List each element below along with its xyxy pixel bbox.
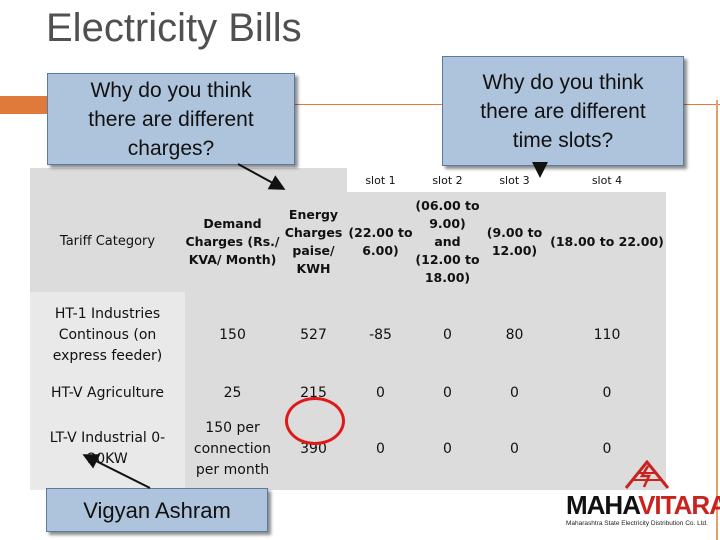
row-category: LT-V Industrial 0- 20KW [30,408,185,490]
slot-label: slot 2 [414,168,481,192]
slot-spacer [280,168,347,192]
slot-label: slot 4 [548,168,666,192]
callout-vigyan-ashram: Vigyan Ashram [46,488,268,532]
callout-time-slots: Why do you think there are different tim… [442,56,684,166]
callout-charges: Why do you think there are different cha… [47,73,295,165]
header-row: Tariff Category Demand Charges (Rs./ KVA… [30,192,666,292]
row-category: HT-1 Industries Continous (on express fe… [30,292,185,378]
tariff-table: slot 1 slot 2 slot 3 slot 4 Tariff Categ… [30,168,666,490]
logo-brand: MAHAVITARAN [566,490,720,520]
row-slot1: 0 [347,408,414,490]
row-demand: 150 per connection per month [185,408,280,490]
slot-spacer [30,168,185,192]
mahavitaran-logo: MAHAVITARAN Maharashtra State Electricit… [560,460,720,534]
table-row: HT-V Agriculture 25 215 0 0 0 0 [30,378,666,408]
header-demand-charges: Demand Charges (Rs./ KVA/ Month) [185,192,280,292]
accent-bar [0,96,48,114]
slide-title: Electricity Bills [46,6,302,50]
logo-subtitle: Maharashtra State Electricity Distributi… [566,520,708,527]
row-demand: 25 [185,378,280,408]
slot-label: slot 1 [347,168,414,192]
accent-line [48,104,720,105]
row-slot2: 0 [414,378,481,408]
slot-label-row: slot 1 slot 2 slot 3 slot 4 [30,168,666,192]
row-energy: 527 [280,292,347,378]
row-demand: 150 [185,292,280,378]
row-slot2: 0 [414,292,481,378]
row-category: HT-V Agriculture [30,378,185,408]
table-row: HT-1 Industries Continous (on express fe… [30,292,666,378]
header-slot4: (18.00 to 22.00) [548,192,666,292]
row-slot3: 0 [481,378,548,408]
row-slot3: 0 [481,408,548,490]
header-energy-charges: Energy Charges paise/ KWH [280,192,347,292]
right-rule [716,100,718,540]
row-slot1: 0 [347,378,414,408]
row-slot2: 0 [414,408,481,490]
row-slot3: 80 [481,292,548,378]
header-slot3: (9.00 to 12.00) [481,192,548,292]
header-slot2: (06.00 to 9.00) and (12.00 to 18.00) [414,192,481,292]
slot-spacer [185,168,280,192]
highlight-circle [285,397,345,445]
lightning-tower-logo-icon [624,460,670,489]
table-row: LT-V Industrial 0- 20KW 150 per connecti… [30,408,666,490]
row-slot4: 0 [548,378,666,408]
header-tariff-category: Tariff Category [30,192,185,292]
row-slot1: -85 [347,292,414,378]
row-slot4: 110 [548,292,666,378]
slot-label: slot 3 [481,168,548,192]
header-slot1: (22.00 to 6.00) [347,192,414,292]
